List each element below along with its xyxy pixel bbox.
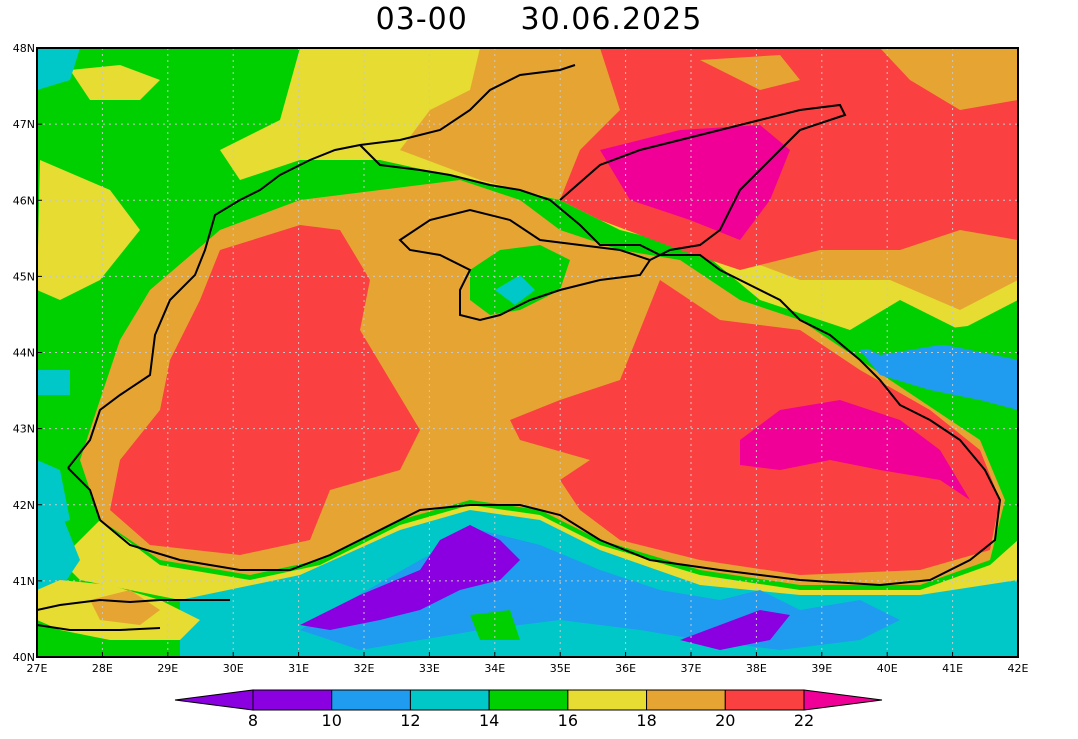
- lat-tick-label: 41N: [13, 575, 35, 588]
- lat-tick-label: 40N: [13, 651, 35, 664]
- colorbar-low-arrow: [174, 689, 254, 711]
- colorbar-swatch: [646, 689, 726, 711]
- lon-tick-label: 37E: [681, 662, 702, 675]
- colorbar-level-label: 22: [794, 711, 814, 730]
- lon-tick-label: 33E: [419, 662, 440, 675]
- lat-tick-label: 46N: [13, 194, 35, 207]
- lon-tick-label: 40E: [877, 662, 898, 675]
- lon-tick-label: 28E: [92, 662, 113, 675]
- lon-tick-label: 32E: [354, 662, 375, 675]
- latitude-axis: 40N 41N 42N 43N 44N 45N 46N 47N 48N: [13, 42, 42, 664]
- lon-tick-label: 31E: [288, 662, 309, 675]
- lat-tick-label: 48N: [13, 42, 35, 55]
- colorbar-swatch: [409, 689, 490, 711]
- lon-tick-label: 29E: [157, 662, 178, 675]
- colorbar-level-label: 10: [322, 711, 342, 730]
- lat-tick-label: 44N: [13, 347, 35, 360]
- colorbar-swatch: [252, 689, 333, 711]
- date-label: 30.06.2025: [520, 2, 703, 37]
- coastline: [37, 64, 1002, 631]
- lon-tick-label: 35E: [550, 662, 571, 675]
- lat-tick-label: 43N: [13, 423, 35, 436]
- temperature-field: [37, 48, 1018, 657]
- colorbar: 8 10 12 14 16 18 20 22: [174, 689, 883, 730]
- colorbar-swatch: [567, 689, 648, 711]
- lon-tick-label: 41E: [942, 662, 963, 675]
- colorbar-high-arrow: [803, 689, 883, 711]
- colorbar-level-label: 12: [400, 711, 420, 730]
- lon-tick-label: 38E: [746, 662, 767, 675]
- colorbar-level-label: 8: [248, 711, 258, 730]
- colorbar-swatch: [488, 689, 569, 711]
- colorbar-level-label: 20: [715, 711, 735, 730]
- longitude-axis: 27E 28E 29E 30E 31E 32E 33E 34E 35E 36E 37E 38E 39E 4…: [27, 652, 1029, 675]
- colorbar-swatch: [724, 689, 805, 711]
- lon-tick-label: 30E: [223, 662, 244, 675]
- lat-tick-label: 45N: [13, 270, 35, 283]
- graticule: [37, 48, 1018, 657]
- lat-tick-label: 47N: [13, 118, 35, 131]
- colorbar-level-label: 16: [558, 711, 578, 730]
- lon-tick-label: 39E: [811, 662, 832, 675]
- map-title: 03-00 30.06.2025: [0, 2, 1078, 37]
- lon-tick-label: 27E: [27, 662, 48, 675]
- colorbar-swatch: [331, 689, 411, 711]
- colorbar-level-label: 18: [636, 711, 656, 730]
- lat-tick-label: 42N: [13, 499, 35, 512]
- lon-tick-label: 36E: [615, 662, 636, 675]
- lon-tick-label: 34E: [484, 662, 505, 675]
- colorbar-level-label: 14: [479, 711, 499, 730]
- lon-tick-label: 42E: [1008, 662, 1029, 675]
- time-label: 03-00: [375, 2, 468, 37]
